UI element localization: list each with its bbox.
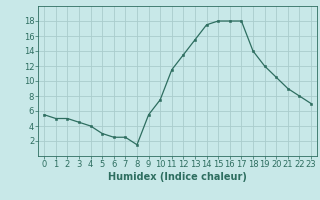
X-axis label: Humidex (Indice chaleur): Humidex (Indice chaleur): [108, 172, 247, 182]
